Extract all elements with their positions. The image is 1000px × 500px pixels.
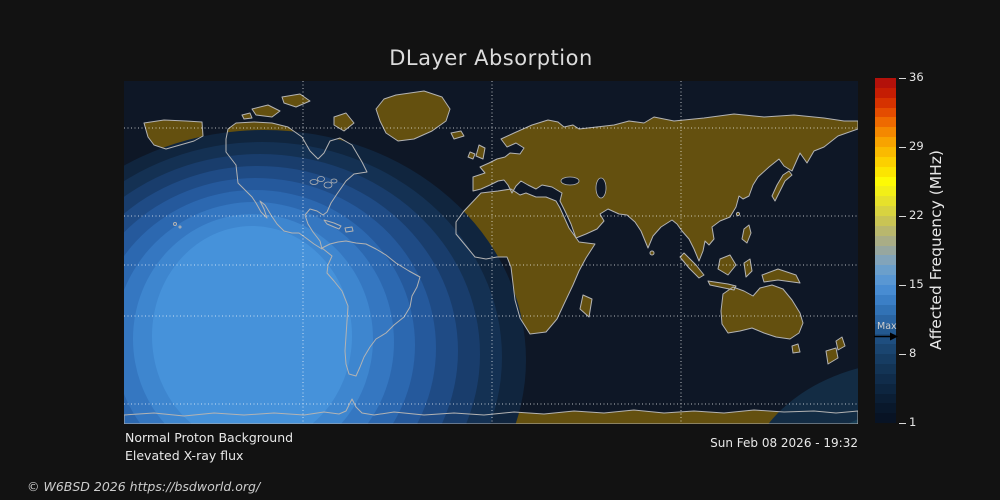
colorbar-segment bbox=[875, 225, 896, 236]
colorbar-tick-label: 22 bbox=[909, 208, 924, 222]
colorbar-tick bbox=[899, 353, 906, 355]
colorbar-tick bbox=[899, 284, 906, 286]
colorbar-segment bbox=[875, 127, 896, 138]
colorbar-tick bbox=[899, 422, 906, 424]
colorbar-segment bbox=[875, 373, 896, 384]
colorbar-tick bbox=[899, 146, 906, 148]
colorbar-segment bbox=[875, 413, 896, 424]
max-marker-label: Max bbox=[877, 321, 897, 333]
great-lakes-outline bbox=[309, 176, 338, 189]
wrap-band bbox=[847, 419, 858, 424]
absorption-contours bbox=[124, 130, 526, 424]
lat-lon-gridlines bbox=[124, 81, 858, 424]
colorbar-tick bbox=[899, 77, 906, 79]
colorbar-segment bbox=[875, 166, 896, 177]
colorbar-segment bbox=[875, 363, 896, 374]
colorbar-segment bbox=[875, 176, 896, 187]
colorbar-segment bbox=[875, 285, 896, 295]
colorbar-segment bbox=[875, 78, 896, 88]
colorbar-segment bbox=[875, 324, 896, 335]
colorbar bbox=[875, 78, 896, 424]
colorbar-segment bbox=[875, 393, 896, 404]
colorbar-segment bbox=[875, 216, 896, 226]
colorbar-segment bbox=[875, 107, 896, 118]
colorbar-segment bbox=[875, 117, 896, 128]
timestamp: Sun Feb 08 2026 - 19:32 bbox=[710, 436, 858, 450]
colorbar-tick-label: 15 bbox=[909, 277, 924, 291]
colorbar-segment bbox=[875, 156, 896, 167]
colorbar-tick bbox=[899, 215, 906, 217]
colorbar-segment bbox=[875, 304, 896, 315]
colorbar-tick-label: 36 bbox=[909, 70, 924, 84]
max-marker-arrow-icon bbox=[874, 332, 898, 341]
colorbar-segment bbox=[875, 314, 896, 325]
colorbar-segment bbox=[875, 147, 896, 157]
colorbar-tick-label: 29 bbox=[909, 139, 924, 153]
colorbar-segment bbox=[875, 245, 896, 256]
colorbar-segment bbox=[875, 196, 896, 207]
colorbar-segment bbox=[875, 186, 896, 197]
colorbar-tick-label: 8 bbox=[909, 346, 917, 360]
colorbar-segment bbox=[875, 87, 896, 98]
antarctic-day-contours bbox=[768, 368, 858, 424]
colorbar-segment bbox=[875, 354, 896, 364]
colorbar-segment bbox=[875, 294, 896, 305]
copyright: © W6BSD 2026 https://bsdworld.org/ bbox=[27, 479, 261, 494]
colorbar-segment bbox=[875, 275, 896, 286]
colorbar-axis-label: Affected Frequency (MHz) bbox=[927, 150, 945, 351]
colorbar-segment bbox=[875, 255, 896, 266]
colorbar-segment bbox=[875, 137, 896, 148]
colorbar-segment bbox=[875, 206, 896, 217]
inland-seas bbox=[560, 176, 607, 199]
wrap-band bbox=[768, 368, 858, 424]
colorbar-segment bbox=[875, 344, 896, 355]
colorbar-segment bbox=[875, 265, 896, 276]
colorbar-tick-label: 1 bbox=[909, 415, 917, 429]
xray-status-text: Elevated X-ray flux bbox=[125, 448, 244, 463]
proton-status-text: Normal Proton Background bbox=[125, 430, 294, 445]
colorbar-segment bbox=[875, 383, 896, 394]
colorbar-segment bbox=[875, 334, 896, 345]
colorbar-segment bbox=[875, 97, 896, 108]
colorbar-segment bbox=[875, 235, 896, 246]
world-map bbox=[124, 81, 858, 424]
page-title: DLayer Absorption bbox=[389, 46, 593, 70]
colorbar-segment bbox=[875, 403, 896, 414]
absorption-band bbox=[152, 226, 352, 424]
